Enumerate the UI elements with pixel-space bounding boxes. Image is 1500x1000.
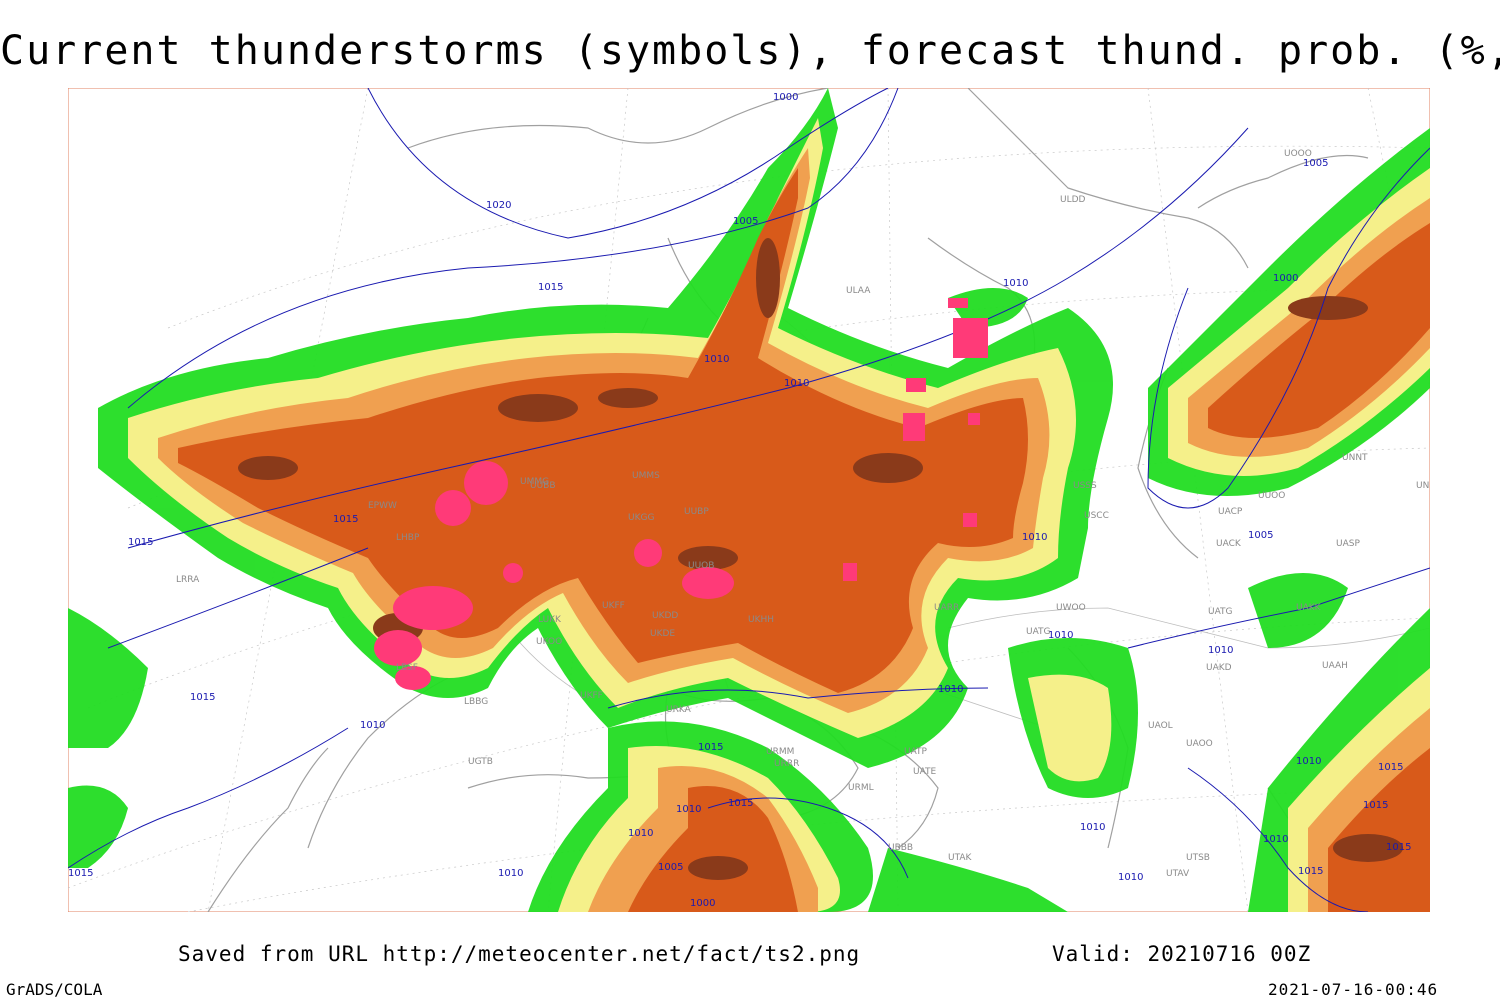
svg-text:1010: 1010	[1118, 872, 1143, 883]
svg-text:UATE: UATE	[913, 767, 937, 777]
svg-text:1005: 1005	[1303, 158, 1328, 169]
svg-text:UATP: UATP	[904, 747, 928, 757]
svg-text:UTAV: UTAV	[1166, 869, 1190, 879]
svg-text:UAKD: UAKD	[1206, 663, 1232, 673]
svg-text:1015: 1015	[1378, 762, 1403, 773]
svg-text:1000: 1000	[773, 92, 798, 103]
svg-text:1010: 1010	[360, 720, 385, 731]
svg-text:UARR: UARR	[934, 603, 959, 613]
svg-text:UKFF: UKFF	[602, 601, 625, 611]
svg-text:1015: 1015	[68, 868, 93, 879]
svg-text:UKHH: UKHH	[748, 615, 774, 625]
svg-text:UAAH: UAAH	[1322, 661, 1348, 671]
svg-text:1010: 1010	[1263, 834, 1288, 845]
svg-text:1000: 1000	[690, 898, 715, 909]
svg-text:UKDD: UKDD	[652, 611, 678, 621]
svg-text:UTSB: UTSB	[1186, 853, 1210, 863]
svg-text:UKOO: UKOO	[536, 637, 562, 647]
svg-text:1010: 1010	[704, 354, 729, 365]
svg-text:1010: 1010	[1003, 278, 1028, 289]
svg-text:UNBB: UNBB	[1416, 481, 1430, 491]
svg-text:1010: 1010	[1048, 630, 1073, 641]
svg-text:LRRA: LRRA	[176, 575, 200, 585]
svg-text:1015: 1015	[333, 514, 358, 525]
svg-text:UKDE: UKDE	[650, 629, 675, 639]
svg-text:UAOL: UAOL	[1148, 721, 1173, 731]
svg-text:UASP: UASP	[1336, 539, 1360, 549]
svg-text:1015: 1015	[190, 692, 215, 703]
thunderstorm-symbols	[374, 298, 988, 690]
svg-text:UACP: UACP	[1218, 507, 1243, 517]
svg-text:1005: 1005	[1248, 530, 1273, 541]
svg-text:1010: 1010	[1022, 532, 1047, 543]
svg-text:UATG: UATG	[1026, 627, 1051, 637]
svg-text:USSS: USSS	[1073, 481, 1097, 491]
svg-text:URML: URML	[848, 783, 874, 793]
svg-text:UWOO: UWOO	[1056, 603, 1086, 613]
svg-text:URRR: URRR	[774, 759, 799, 769]
source-url-caption: Saved from URL http://meteocenter.net/fa…	[178, 942, 861, 966]
svg-text:ULAA: ULAA	[846, 286, 871, 296]
svg-text:1015: 1015	[1363, 800, 1388, 811]
svg-text:LBSF: LBSF	[396, 663, 418, 673]
svg-text:UKGG: UKGG	[628, 513, 654, 523]
isobars	[68, 88, 1430, 912]
svg-text:1010: 1010	[1208, 645, 1233, 656]
svg-text:USCC: USCC	[1084, 511, 1109, 521]
svg-text:1015: 1015	[728, 798, 753, 809]
software-credit: GrADS/COLA	[6, 980, 103, 999]
svg-text:1015: 1015	[698, 742, 723, 753]
svg-text:1015: 1015	[538, 282, 563, 293]
svg-text:1015: 1015	[128, 537, 153, 548]
svg-text:EPWW: EPWW	[368, 501, 397, 511]
svg-text:1020: 1020	[486, 200, 511, 211]
svg-text:1005: 1005	[658, 862, 683, 873]
svg-text:UOOO: UOOO	[1284, 149, 1312, 159]
svg-text:URKA: URKA	[666, 705, 692, 715]
valid-time-caption: Valid: 20210716 00Z	[1052, 942, 1312, 966]
svg-text:1010: 1010	[628, 828, 653, 839]
isobar-labels: 1000 1020 1015 1005 1010 1010 1010 1005 …	[68, 92, 1411, 909]
svg-text:UUOB: UUOB	[688, 561, 714, 571]
thunderstorm-probability-map: 1000 1020 1015 1005 1010 1010 1010 1005 …	[68, 88, 1430, 912]
svg-text:UACK: UACK	[1216, 539, 1242, 549]
svg-text:UNNT: UNNT	[1342, 453, 1368, 463]
svg-text:1015: 1015	[1298, 866, 1323, 877]
svg-text:UAOO: UAOO	[1186, 739, 1213, 749]
svg-text:UUOO: UUOO	[1258, 491, 1285, 501]
svg-text:1010: 1010	[1296, 756, 1321, 767]
svg-text:UMMS: UMMS	[632, 471, 660, 481]
svg-text:1010: 1010	[784, 378, 809, 389]
svg-text:UUBP: UUBP	[684, 507, 709, 517]
svg-text:UGTB: UGTB	[468, 757, 493, 767]
svg-text:1000: 1000	[1273, 273, 1298, 284]
svg-text:URMM: URMM	[766, 747, 794, 757]
svg-text:UUBB: UUBB	[530, 481, 556, 491]
svg-text:UAKK: UAKK	[1296, 603, 1322, 613]
svg-text:1010: 1010	[938, 684, 963, 695]
render-timestamp: 2021-07-16-00:46	[1268, 980, 1439, 999]
svg-text:LHBP: LHBP	[396, 533, 420, 543]
svg-text:UBBB: UBBB	[888, 843, 913, 853]
svg-text:UKFF: UKFF	[580, 691, 603, 701]
probability-shading	[68, 88, 1430, 912]
svg-text:1005: 1005	[733, 216, 758, 227]
svg-text:ULDD: ULDD	[1060, 195, 1086, 205]
svg-text:UMMG: UMMG	[520, 477, 549, 487]
svg-text:UATG: UATG	[1208, 607, 1233, 617]
svg-text:1010: 1010	[498, 868, 523, 879]
map-title: Current thunderstorms (symbols), forecas…	[0, 28, 1500, 74]
svg-text:UTAK: UTAK	[948, 853, 973, 863]
svg-text:1010: 1010	[676, 804, 701, 815]
svg-text:LUKK: LUKK	[538, 615, 562, 625]
svg-text:1015: 1015	[1386, 842, 1411, 853]
svg-text:1010: 1010	[1080, 822, 1105, 833]
svg-text:LBBG: LBBG	[464, 697, 488, 707]
station-labels: ULDD ULAA USSS USCC UUOO UACP UACK UAKK …	[176, 149, 1430, 879]
